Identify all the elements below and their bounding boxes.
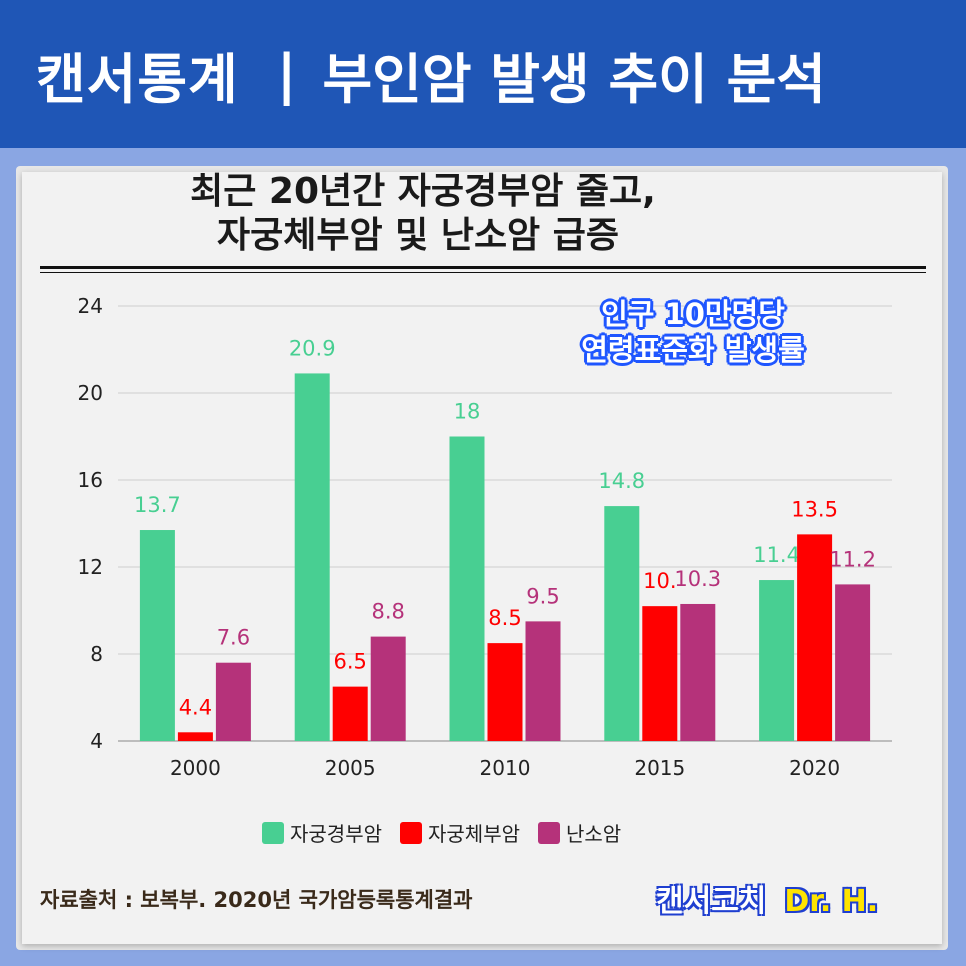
unit-label-line-2: 연령표준화 발생률 <box>581 333 805 367</box>
brand-tag: Dr. H. <box>784 884 879 919</box>
legend-swatch-endometrial <box>400 821 422 844</box>
source-note: 자료출처 : 보복부. 2020년 국가암등록통계결과 <box>40 888 473 912</box>
headline-line-2: 자궁체부암 및 난소암 급증 <box>217 215 619 256</box>
data-label: 11.2 <box>829 547 876 571</box>
bar <box>294 373 330 741</box>
data-label: 20.9 <box>289 336 336 360</box>
data-label: 8.5 <box>488 606 521 630</box>
data-label: 10.3 <box>674 567 721 591</box>
legend-label-ovarian: 난소암 <box>566 822 622 846</box>
y-tick-label: 24 <box>78 294 103 318</box>
bar <box>525 621 561 741</box>
data-label: 6.5 <box>333 650 366 674</box>
x-tick-label: 2000 <box>170 756 221 780</box>
data-label: 7.6 <box>217 626 250 650</box>
headline-rule <box>40 266 926 269</box>
legend-item-endometrial: 자궁체부암 <box>400 818 520 847</box>
data-label: 9.5 <box>526 584 559 608</box>
bar <box>604 506 640 741</box>
legend-swatch-ovarian <box>538 821 560 844</box>
bar <box>487 643 523 741</box>
brand-name: 캔서코치 <box>656 884 767 919</box>
legend-label-cervical: 자궁경부암 <box>290 822 382 846</box>
unit-label-line-1: 인구 10만명당 <box>601 297 785 331</box>
bar <box>759 580 795 741</box>
legend-label-endometrial: 자궁체부암 <box>428 822 520 846</box>
page-title: 캔서통계 <box>36 47 239 111</box>
brand-logo: 캔서코치 Dr. H. <box>656 876 878 920</box>
data-label: 14.8 <box>598 469 645 493</box>
headline: 최근 20년간 자궁경부암 줄고, 자궁체부암 및 난소암 급증 <box>0 170 966 258</box>
y-tick-label: 16 <box>78 468 103 492</box>
legend-item-cervical: 자궁경부암 <box>262 818 382 847</box>
data-label: 8.8 <box>371 600 404 624</box>
x-tick-label: 2020 <box>789 756 840 780</box>
bar <box>835 584 871 741</box>
x-tick-label: 2015 <box>634 756 685 780</box>
data-label: 11.4 <box>753 543 800 567</box>
bar <box>797 534 833 741</box>
chart-legend: 자궁경부암 자궁체부암 난소암 <box>262 818 621 847</box>
bar <box>139 530 175 741</box>
data-label: 13.5 <box>791 497 838 521</box>
legend-swatch-cervical <box>262 821 284 844</box>
header-bar: 캔서통계 | 부인암 발생 추이 분석 <box>0 0 966 148</box>
x-tick-label: 2010 <box>480 756 531 780</box>
data-label: 10. <box>643 569 676 593</box>
bar <box>642 606 678 741</box>
data-label: 18 <box>454 400 481 424</box>
data-label: 13.7 <box>134 493 181 517</box>
bar <box>332 686 368 741</box>
bar <box>449 436 485 741</box>
title-separator: | <box>276 42 297 106</box>
y-tick-label: 12 <box>78 555 103 579</box>
y-tick-label: 20 <box>78 381 103 405</box>
unit-label: 인구 10만명당 연령표준화 발생률 <box>548 296 838 368</box>
headline-rule-thin <box>40 272 926 273</box>
x-tick-label: 2005 <box>325 756 376 780</box>
headline-line-1: 최근 20년간 자궁경부암 줄고, <box>190 171 656 212</box>
bar <box>177 732 213 741</box>
y-tick-label: 8 <box>90 642 103 666</box>
data-label: 4.4 <box>179 695 212 719</box>
bar <box>370 636 406 741</box>
legend-item-ovarian: 난소암 <box>538 818 621 847</box>
page-subtitle: 부인암 발생 추이 분석 <box>322 47 826 111</box>
y-tick-label: 4 <box>90 729 103 753</box>
bar <box>680 603 716 741</box>
bar <box>215 662 251 741</box>
